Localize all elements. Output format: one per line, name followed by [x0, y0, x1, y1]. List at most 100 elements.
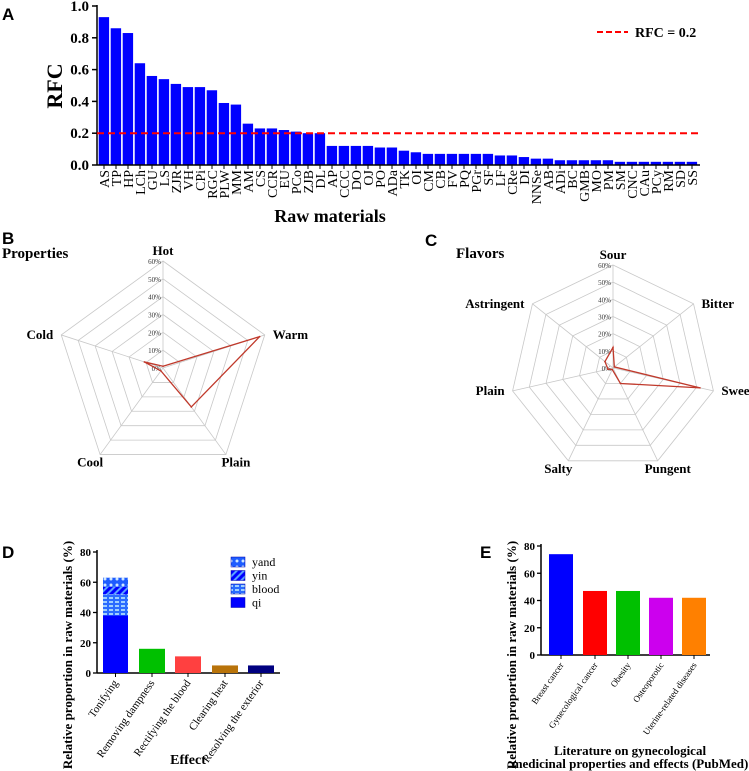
b-axis-label-cold: Cold — [27, 327, 55, 342]
a-x-label-CS: CS — [254, 170, 269, 187]
e-x-label-breast-cancer: Breast cancer — [530, 660, 566, 706]
c-point-plain — [607, 368, 609, 370]
a-y-title: RFC — [42, 63, 67, 108]
a-bar-LCh — [134, 63, 146, 165]
c-grid-ring — [545, 298, 681, 431]
d-legend-label-yin: yin — [252, 569, 267, 583]
d-y-tick-label: 0 — [86, 668, 92, 680]
a-bar-MM — [230, 104, 242, 165]
b-r-tick-label: 10% — [148, 347, 161, 355]
b-axis-label-hot: Hot — [153, 243, 175, 258]
a-bar-OI — [410, 152, 422, 165]
b-r-tick-label: 60% — [148, 258, 161, 266]
a-bar-PCy — [650, 161, 662, 165]
a-x-label-TK: TK — [398, 170, 413, 189]
e-y-title: Relative proportion in raw materials (%) — [504, 541, 519, 769]
a-x-label-PCy: PCy — [650, 170, 665, 194]
e-x-title-line1: Literature on gynecological — [554, 743, 707, 758]
a-x-label-CPi: CPi — [194, 170, 209, 191]
c-axis-label-pungent: Pungent — [645, 461, 692, 476]
c-spoke — [567, 367, 614, 461]
b-grid-ring — [145, 349, 181, 383]
a-bar-HP — [122, 33, 134, 165]
a-x-label-PQ: PQ — [458, 170, 473, 188]
a-bar-ADi — [554, 160, 566, 165]
c-r-tick-label: 10% — [598, 348, 611, 356]
a-x-label-DI: DI — [518, 170, 533, 185]
c-r-tick-label: 0% — [602, 365, 612, 373]
c-grid-ring — [579, 333, 647, 400]
a-bar-AP — [326, 145, 338, 165]
e-y-tick-label: 0 — [530, 650, 536, 662]
b-grid-ring — [77, 278, 249, 441]
a-x-label-AM: AM — [242, 169, 257, 192]
a-bar-RGC — [206, 90, 218, 165]
a-bar-AS — [98, 17, 110, 165]
a-bar-SM — [614, 161, 626, 165]
a-x-label-PM: PM — [602, 169, 617, 190]
panel-b: B Properties HotWarmPlainCoolCold0%10%20… — [2, 229, 308, 470]
c-point-salty — [611, 368, 614, 371]
d-bar-tonifying-yand — [103, 577, 128, 587]
a-x-label-NNSe: NNSe — [530, 170, 545, 204]
a-legend: RFC = 0.2 — [597, 26, 696, 41]
d-legend-swatch-qi — [230, 597, 246, 608]
a-bar-CB — [434, 153, 446, 165]
c-title: Flavors — [456, 246, 504, 262]
a-x-label-SF: SF — [482, 170, 497, 186]
c-spoke — [532, 303, 614, 369]
a-bar-LF — [494, 155, 506, 165]
a-y-tick-label: 0.0 — [70, 158, 89, 174]
a-x-title: Raw materials — [274, 206, 385, 226]
a-bar-ADa — [386, 147, 398, 165]
a-x-label-EU: EU — [278, 170, 293, 189]
a-x-label-SS: SS — [686, 170, 701, 186]
a-x-label-OI: OI — [410, 170, 425, 185]
a-bar-NNSe — [530, 158, 542, 165]
d-y-tick-label: 60 — [80, 577, 92, 589]
panel-a: A RFC Raw materials 0.0 0.2 0.4 0.6 0.8 1.0 A… — [2, 0, 701, 226]
a-x-label-SM: SM — [614, 169, 629, 190]
d-legend-swatch-yand — [230, 556, 246, 568]
e-y-tick-label: 40 — [524, 596, 536, 608]
a-x-label-PO: PO — [374, 170, 389, 188]
a-bar-PQ — [458, 153, 470, 165]
e-bar-obesity — [616, 590, 640, 655]
a-x-label-GU: GU — [146, 170, 161, 190]
c-axis-label-salty: Salty — [544, 461, 573, 476]
a-bar-AM — [242, 123, 254, 165]
panel-d: D Relative proportion in raw materials (… — [2, 541, 280, 769]
a-x-label-CCC: CCC — [338, 170, 353, 198]
b-grid-ring — [94, 296, 232, 427]
d-legend-swatch-yin — [230, 570, 246, 581]
a-bar-PO — [374, 147, 386, 165]
panel-letter-b: B — [2, 229, 14, 248]
a-x-label-CB: CB — [434, 170, 449, 189]
d-x-label-tonifying: Tonifying — [86, 677, 121, 720]
a-y-tick-label: 0.6 — [70, 63, 89, 79]
d-legend-label-blood: blood — [252, 582, 279, 596]
a-bar-CCC — [338, 145, 350, 165]
d-x-title: Effect — [170, 753, 206, 768]
c-r-tick-label: 30% — [598, 314, 611, 322]
a-x-label-GMB: GMB — [578, 170, 593, 202]
panel-e: E Relative proportion in raw materials (… — [480, 541, 748, 771]
a-x-label-RGC: RGC — [206, 170, 221, 199]
b-spoke — [162, 367, 227, 455]
a-bar-GU — [146, 75, 158, 165]
a-x-label-DO: DO — [350, 170, 365, 190]
d-y-tick-label: 20 — [80, 638, 92, 650]
a-bar-RM — [662, 161, 674, 165]
c-r-tick-label: 60% — [598, 262, 611, 270]
b-axis-label-warm: Warm — [273, 327, 309, 342]
e-y-tick-label: 20 — [524, 623, 536, 635]
a-bar-TK — [398, 150, 410, 165]
c-r-tick-label: 20% — [598, 331, 611, 339]
c-r-tick-label: 40% — [598, 296, 611, 304]
a-legend-label: RFC = 0.2 — [635, 26, 696, 41]
a-x-label-SD: SD — [674, 170, 689, 188]
d-bar-resolving-the-exterior — [248, 665, 274, 673]
a-x-label-CAu: CAu — [638, 170, 653, 196]
